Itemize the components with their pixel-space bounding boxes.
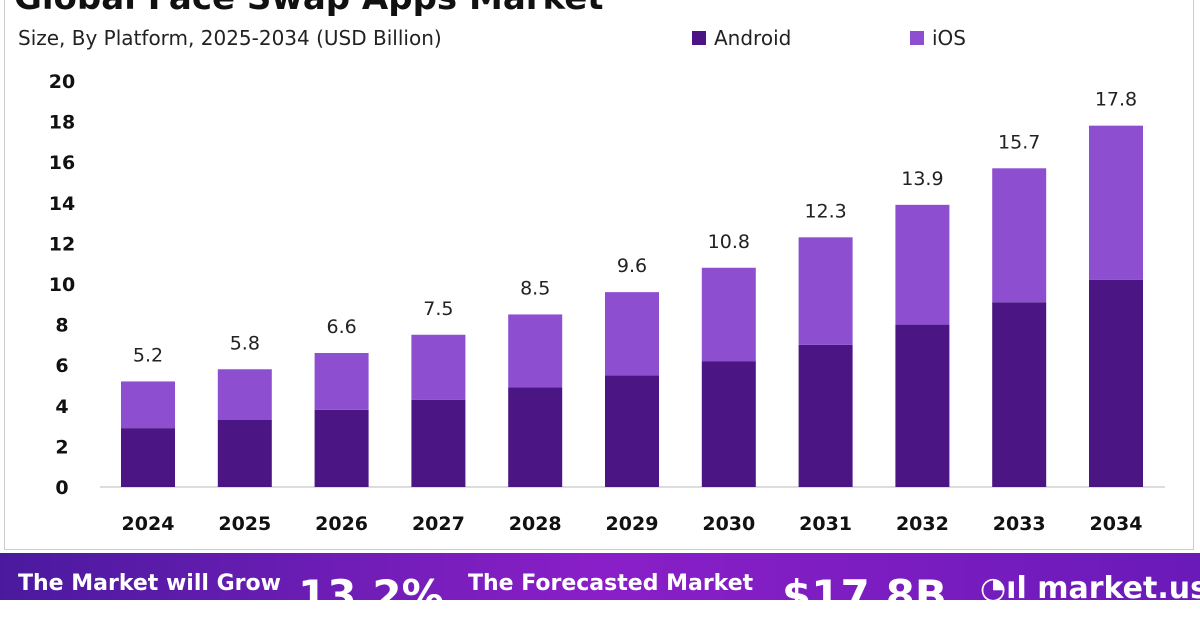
bar-ios-2032 [895, 204, 950, 325]
data-label-2033: 15.7 [998, 131, 1040, 153]
data-label-2032: 13.9 [901, 168, 943, 190]
brand-name: market.us [1037, 571, 1200, 606]
legend-android: Android [692, 26, 791, 50]
bar-ios-2024 [121, 381, 175, 429]
bar-android-2029 [605, 375, 659, 487]
x-tick-label: 2029 [606, 513, 659, 535]
bar-ios-2029 [605, 292, 659, 376]
bar-android-2026 [314, 409, 369, 487]
legend-swatch-ios [910, 31, 924, 45]
bar-android-2027 [411, 399, 466, 487]
legend-swatch-android [692, 31, 706, 45]
x-tick-label: 2032 [896, 513, 949, 535]
data-label-2026: 6.6 [326, 316, 356, 338]
chart-frame [4, 0, 1194, 550]
chart-subtitle: Size, By Platform, 2025-2034 (USD Billio… [18, 26, 442, 50]
bar-ios-2026 [314, 353, 369, 410]
bar-android-2032 [895, 324, 950, 487]
data-label-2034: 17.8 [1095, 89, 1137, 111]
x-tick-label: 2031 [799, 513, 852, 535]
legend-label-android: Android [714, 26, 792, 50]
y-tick-label: 6 [55, 355, 68, 377]
bar-ios-2025 [217, 369, 272, 421]
y-tick-label: 18 [49, 112, 75, 134]
y-tick-label: 10 [49, 274, 75, 296]
y-tick-label: 8 [55, 315, 68, 337]
y-tick-label: 16 [49, 152, 75, 174]
bar-ios-2030 [701, 267, 756, 362]
y-tick-label: 20 [49, 71, 75, 93]
data-label-2031: 12.3 [804, 200, 846, 222]
data-label-2025: 5.8 [230, 332, 260, 354]
footer-banner: The Market will Grow 13.2% The Forecaste… [0, 553, 1200, 620]
bar-android-2028 [508, 387, 563, 487]
x-tick-label: 2034 [1090, 513, 1143, 535]
data-label-2024: 5.2 [133, 344, 163, 366]
cagr-value: 13.2% [298, 571, 444, 620]
y-tick-label: 4 [55, 396, 68, 418]
bar-android-2031 [798, 344, 853, 487]
x-tick-label: 2027 [412, 513, 465, 535]
bar-android-2030 [701, 361, 756, 487]
bar-android-2034 [1089, 279, 1143, 487]
bar-chart: 0 2 4 6 8 10 12 14 16 18 20 5.2 2024 5.8 2025 6.6 2026 7.… [49, 71, 1165, 535]
data-label-2028: 8.5 [520, 277, 550, 299]
chart-title: Global Face Swap Apps Market [14, 0, 604, 18]
data-label-2029: 9.6 [617, 255, 647, 277]
x-tick-label: 2028 [509, 513, 562, 535]
bar-ios-2028 [508, 314, 563, 388]
bar-android-2024 [121, 428, 175, 487]
legend-label-ios: iOS [932, 26, 966, 50]
bar-ios-2034 [1089, 125, 1143, 280]
x-tick-label: 2033 [993, 513, 1046, 535]
x-tick-label: 2025 [218, 513, 271, 535]
y-tick-label: 12 [49, 233, 75, 255]
y-tick-label: 14 [49, 193, 75, 215]
brand-logo: ◔ıl market.us [980, 571, 1200, 606]
legend-ios: iOS [910, 26, 966, 50]
bar-ios-2033 [992, 168, 1047, 303]
bar-android-2033 [992, 302, 1047, 487]
y-tick-label: 0 [55, 477, 68, 499]
bar-ios-2031 [798, 237, 853, 345]
x-tick-label: 2026 [315, 513, 368, 535]
x-tick-label: 2030 [702, 513, 755, 535]
y-tick-label: 2 [55, 436, 68, 458]
bar-ios-2027 [411, 334, 466, 400]
grow-label: The Market will Grow [18, 571, 281, 596]
x-tick-label: 2024 [122, 513, 175, 535]
forecast-label: The Forecasted Market [468, 571, 754, 596]
forecast-value: $17.8B [782, 571, 947, 620]
data-label-2027: 7.5 [423, 298, 453, 320]
data-label-2030: 10.8 [708, 231, 750, 253]
bar-android-2025 [217, 420, 272, 487]
